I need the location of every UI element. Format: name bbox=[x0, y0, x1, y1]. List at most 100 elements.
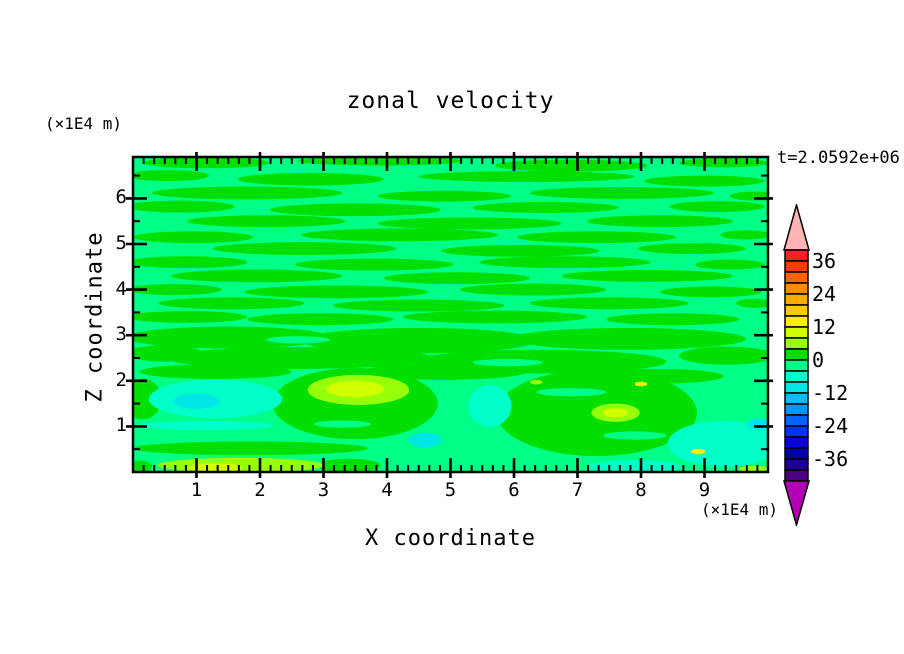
x-tick-label: 8 bbox=[635, 479, 647, 501]
contour-blob bbox=[402, 310, 588, 324]
contour-blob bbox=[133, 441, 368, 456]
colorbar-segment bbox=[784, 469, 809, 482]
contour-blob bbox=[164, 347, 432, 369]
x-tick-label: 4 bbox=[381, 479, 393, 501]
contour-blob bbox=[301, 228, 499, 242]
y-tick-label: 1 bbox=[115, 414, 127, 437]
contour-blob bbox=[679, 158, 768, 168]
contour-blob bbox=[301, 327, 537, 354]
contour-blob bbox=[694, 259, 765, 270]
x-tick-label: 6 bbox=[508, 479, 520, 501]
contour-blob bbox=[587, 215, 734, 228]
colorbar bbox=[783, 204, 810, 526]
colorbar-tick-label: -36 bbox=[812, 447, 849, 471]
contour-blob bbox=[536, 388, 607, 397]
contour-blob bbox=[158, 297, 305, 310]
contour-blob bbox=[468, 384, 512, 427]
colorbar-segment bbox=[784, 260, 809, 273]
contour-blob bbox=[660, 286, 762, 298]
colorbar-segment bbox=[784, 458, 809, 471]
contour-blob bbox=[133, 170, 210, 182]
colorbar-segment bbox=[784, 381, 809, 394]
contour-blob bbox=[142, 157, 270, 169]
y-tick-label: 2 bbox=[115, 368, 127, 391]
contour-blob bbox=[313, 420, 372, 428]
y-tick-label: 5 bbox=[115, 232, 127, 254]
colorbar-segment bbox=[784, 293, 809, 306]
colorbar-segment bbox=[784, 447, 809, 460]
contour-blob bbox=[133, 231, 254, 244]
x-tick-label: 1 bbox=[190, 479, 203, 501]
colorbar-segment bbox=[784, 414, 809, 427]
colorbar-segment bbox=[784, 425, 809, 438]
contour-blob bbox=[173, 393, 220, 410]
contour-blob bbox=[157, 457, 325, 472]
contour-blob bbox=[317, 458, 381, 472]
contour-blob bbox=[691, 448, 706, 455]
contour-blob bbox=[269, 203, 441, 217]
colorbar-segment bbox=[784, 348, 809, 361]
contour-blob bbox=[667, 420, 768, 467]
colorbar-under-arrow bbox=[783, 480, 810, 526]
contour-plot bbox=[126, 152, 773, 478]
contour-blob bbox=[186, 215, 346, 228]
x-tick-label: 2 bbox=[254, 479, 266, 501]
colorbar-segment bbox=[784, 249, 809, 262]
contour-blob bbox=[440, 244, 600, 257]
contour-blob bbox=[247, 313, 394, 326]
contour-blob bbox=[529, 297, 689, 310]
x-axis-units-label: (×1E4 m) bbox=[700, 500, 778, 519]
colorbar-segment bbox=[784, 326, 809, 339]
contour-blob bbox=[606, 313, 740, 326]
contour-blob bbox=[244, 285, 429, 299]
contour-blob bbox=[510, 327, 746, 350]
contour-blob bbox=[602, 408, 629, 418]
colorbar-segment bbox=[784, 370, 809, 383]
contour-blob bbox=[152, 186, 343, 200]
contour-blob bbox=[602, 431, 667, 440]
y-tick-label: 4 bbox=[115, 277, 127, 300]
colorbar-tick-label: 24 bbox=[812, 282, 837, 306]
contour-blob bbox=[212, 242, 397, 255]
contour-blob bbox=[418, 171, 635, 182]
contour-blob bbox=[133, 311, 248, 323]
colorbar-tick-label: -12 bbox=[812, 381, 849, 405]
contour-blob bbox=[377, 190, 511, 202]
x-tick-label: 5 bbox=[444, 479, 457, 501]
contour-blob bbox=[294, 258, 454, 271]
contour-blob bbox=[679, 346, 768, 365]
contour-blob bbox=[588, 460, 681, 472]
x-axis-title: X coordinate bbox=[365, 526, 536, 551]
x-tick-label: 7 bbox=[571, 479, 584, 501]
contour-blob bbox=[383, 272, 530, 285]
contour-blob bbox=[133, 256, 248, 269]
contour-blob bbox=[529, 379, 543, 385]
colorbar-tick-label: 0 bbox=[812, 348, 825, 372]
contour-blob bbox=[517, 231, 676, 244]
colorbar-over-arrow bbox=[783, 204, 810, 251]
contour-blob bbox=[133, 460, 153, 472]
colorbar-tick-label: 12 bbox=[812, 315, 837, 339]
y-axis-units-label: (×1E4 m) bbox=[45, 114, 123, 133]
colorbar-segment bbox=[784, 392, 809, 405]
colorbar-segment bbox=[784, 271, 809, 284]
plot-title: zonal velocity bbox=[346, 88, 555, 114]
y-tick-label: 3 bbox=[115, 323, 127, 346]
contour-blob bbox=[720, 230, 768, 240]
contour-blob bbox=[237, 172, 384, 186]
colorbar-segment bbox=[784, 337, 809, 350]
contour-blob bbox=[561, 269, 734, 282]
contour-blob bbox=[644, 175, 765, 187]
colorbar-segment bbox=[784, 436, 809, 449]
contour-blob bbox=[472, 202, 619, 213]
colorbar-tick-label: 36 bbox=[812, 249, 837, 273]
contour-blob bbox=[133, 378, 162, 420]
contour-blob bbox=[637, 243, 746, 255]
contour-blob bbox=[139, 364, 292, 379]
time-annotation: t=2.0592e+06 bbox=[777, 148, 900, 168]
contour-blob bbox=[494, 159, 648, 172]
contour-blob bbox=[326, 380, 385, 398]
contour-blob bbox=[139, 420, 273, 431]
contour-blob bbox=[634, 381, 648, 387]
